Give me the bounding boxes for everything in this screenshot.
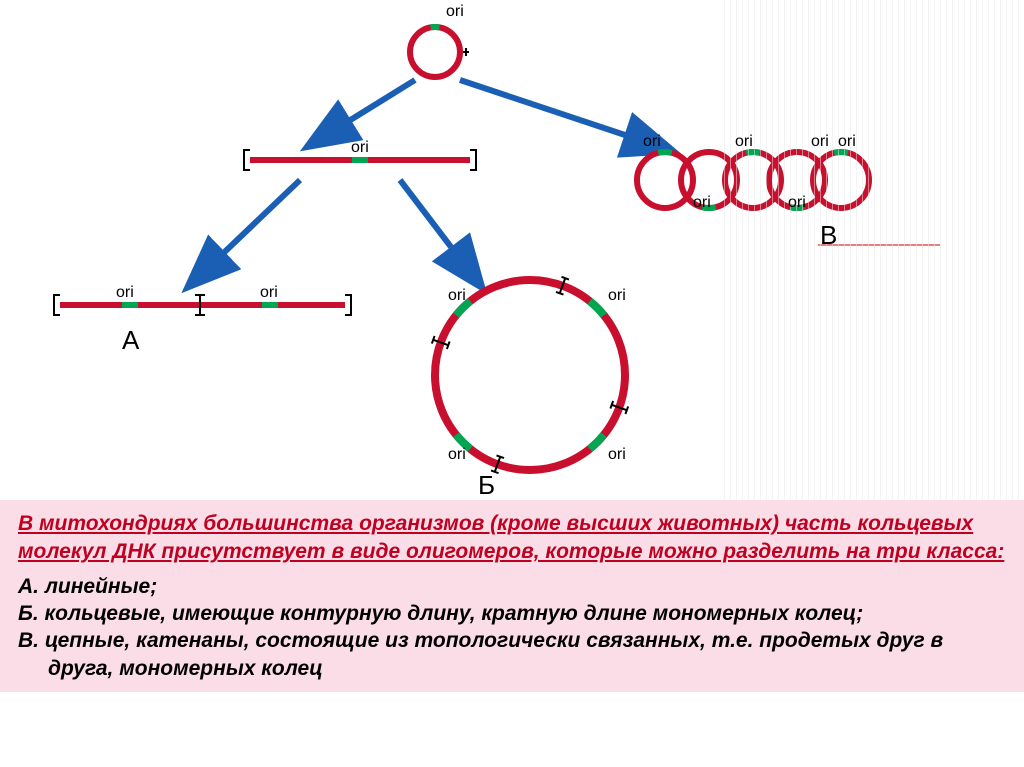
- hatch-background: [724, 0, 1024, 500]
- caption-area: В митохондриях большинства организмов (к…: [0, 500, 1024, 692]
- ori-label-b4: ori: [448, 446, 466, 464]
- ori-label-a2: ori: [260, 284, 278, 302]
- label-V: В: [820, 220, 837, 251]
- item-V: В. цепные, катенаны, состоящие из тополо…: [18, 627, 1006, 682]
- ori-label-v3: ori: [735, 133, 753, 151]
- ori-label-v2: ori: [693, 194, 711, 212]
- ori-label-v1: ori: [643, 133, 661, 151]
- ori-label-b3: ori: [608, 446, 626, 464]
- item-B: Б. кольцевые, имеющие контурную длину, к…: [18, 600, 1006, 627]
- ori-label-b2: ori: [608, 287, 626, 305]
- ori-label-v6: ori: [838, 133, 856, 151]
- label-B: Б: [478, 470, 495, 501]
- ori-label-b1: ori: [448, 287, 466, 305]
- ori-label-mid: ori: [351, 139, 369, 157]
- item-A: А. линейные;: [18, 573, 1006, 600]
- diagram-area: ori ori ori ori ori ori ori ori ori ori …: [0, 0, 1024, 500]
- label-A: А: [122, 325, 139, 356]
- ori-label-v4: ori: [788, 194, 806, 212]
- ori-label-top: ori: [446, 3, 464, 21]
- ori-label-a1: ori: [116, 284, 134, 302]
- intro-text: В митохондриях большинства организмов (к…: [18, 510, 1006, 567]
- ori-label-v5: ori: [811, 133, 829, 151]
